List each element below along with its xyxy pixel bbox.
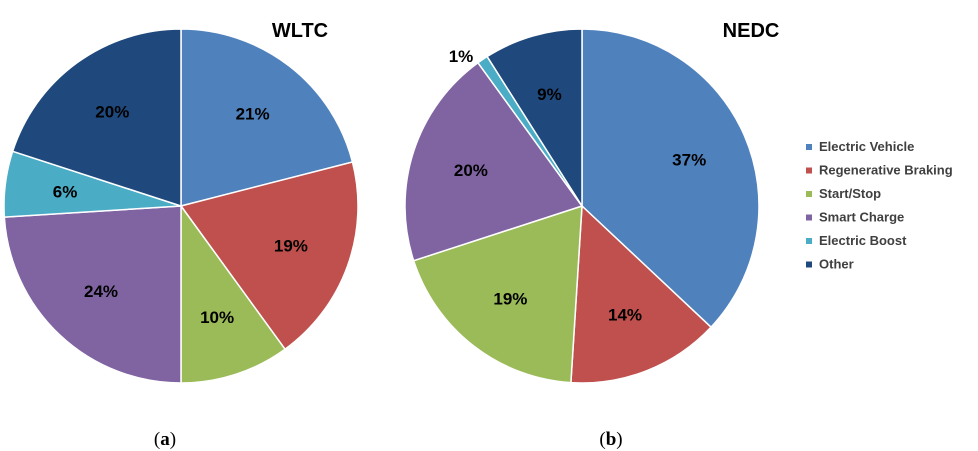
legend-swatch-electric-vehicle [806,144,812,150]
pie-chart-wltc: 21% 19% 10% 24% 6% 20% WLTC [3,20,359,384]
data-label-nedc-regenerative-braking: 14% [608,306,642,325]
legend-swatch-smart-charge [806,214,812,221]
legend-swatch-start-stop [806,191,812,197]
legend-label-start-stop: Start/Stop [819,186,881,201]
legend-label-electric-boost: Electric Boost [819,233,907,248]
legend-label-smart-charge: Smart Charge [819,210,904,225]
data-label-nedc-start-stop: 19% [493,289,527,308]
slice-nedc-start-stop [412,204,583,384]
slice-nedc-electric-vehicle [581,28,760,329]
slice-wltc-regenerative-braking [179,161,359,351]
pie-chart-nedc: 37% 14% 19% 20% 1% 9% NEDC [404,20,780,384]
data-label-wltc-regenerative-braking: 19% [274,237,308,256]
slice-wltc-smart-charge [3,205,182,384]
slice-wltc-electric-vehicle [180,28,354,207]
slice-nedc-smart-charge [404,61,584,262]
data-label-wltc-start-stop: 10% [200,308,234,327]
caption-b: (b) [599,429,622,450]
slice-nedc-other [486,28,583,209]
legend-swatch-regenerative-braking [806,167,812,174]
legend-label-electric-vehicle: Electric Vehicle [819,139,914,154]
data-label-nedc-electric-vehicle: 37% [672,151,706,170]
data-label-wltc-smart-charge: 24% [84,282,118,301]
data-label-nedc-other: 9% [537,85,562,104]
data-label-wltc-electric-boost: 6% [53,182,78,201]
data-label-wltc-other: 20% [95,103,129,122]
legend-label-regenerative-braking: Regenerative Braking [819,163,953,178]
legend-label-other: Other [819,257,854,272]
slice-wltc-other [11,28,182,208]
legend-swatch-other [806,261,812,268]
legend: Electric Vehicle Regenerative Braking Star… [806,139,953,272]
legend-swatch-electric-boost [806,238,812,244]
slice-nedc-regenerative-braking [570,204,713,384]
slice-wltc-start-stop [180,203,287,384]
data-label-nedc-smart-charge: 20% [454,161,488,180]
caption-a: (a) [154,429,176,450]
data-label-wltc-electric-vehicle: 21% [236,105,270,124]
chart-title-wltc: WLTC [272,20,328,42]
data-label-nedc-electric-boost: 1% [449,47,474,66]
chart-title-nedc: NEDC [723,20,780,42]
